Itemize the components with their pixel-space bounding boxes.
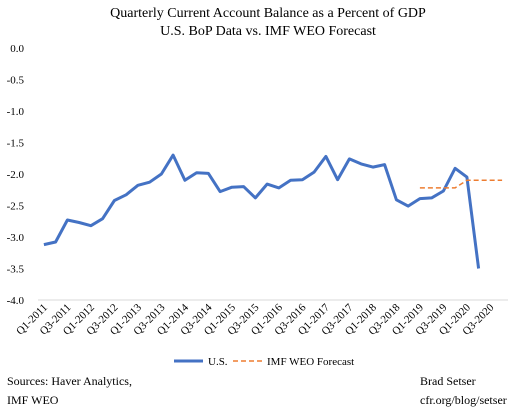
series-line-u-s bbox=[43, 153, 481, 269]
y-axis-ticks: 0.0 -0.5 -1.0 -1.5 -2.0 -2.5 -3.0 -3.5 -4.0 bbox=[7, 43, 25, 307]
x-axis-ticks: Q1-2011Q3-2011Q1-2012Q3-2012Q1-2013Q3-20… bbox=[14, 301, 497, 337]
credit-name: Brad Setser bbox=[420, 374, 476, 388]
y-tick-label: -4.0 bbox=[7, 295, 25, 307]
y-tick-label: -2.0 bbox=[7, 169, 25, 181]
series-lines bbox=[43, 153, 503, 269]
y-tick-label: -0.5 bbox=[7, 75, 25, 87]
legend-label-imf: IMF WEO Forecast bbox=[267, 356, 354, 368]
sources-line-1: Sources: Haver Analytics, bbox=[7, 374, 132, 388]
y-tick-label: -1.5 bbox=[7, 138, 25, 150]
y-tick-label: -1.0 bbox=[7, 106, 25, 118]
y-tick-label: 0.0 bbox=[10, 43, 24, 55]
credit-url: cfr.org/blog/setser bbox=[420, 393, 507, 407]
y-tick-label: -2.5 bbox=[7, 201, 25, 213]
chart-subtitle: U.S. BoP Data vs. IMF WEO Forecast bbox=[160, 24, 376, 39]
author-credit: Brad Setser cfr.org/blog/setser bbox=[420, 372, 507, 410]
chart-title: Quarterly Current Account Balance as a P… bbox=[110, 6, 426, 21]
y-tick-label: -3.5 bbox=[7, 264, 25, 276]
y-tick-label: -3.0 bbox=[7, 232, 25, 244]
sources-note: Sources: Haver Analytics, IMF WEO bbox=[7, 372, 132, 410]
legend-label-us: U.S. bbox=[208, 356, 228, 368]
sources-line-2: IMF WEO bbox=[7, 393, 59, 407]
series-line-imf-weo-forecast bbox=[419, 179, 503, 189]
legend: U.S. IMF WEO Forecast bbox=[174, 356, 354, 368]
